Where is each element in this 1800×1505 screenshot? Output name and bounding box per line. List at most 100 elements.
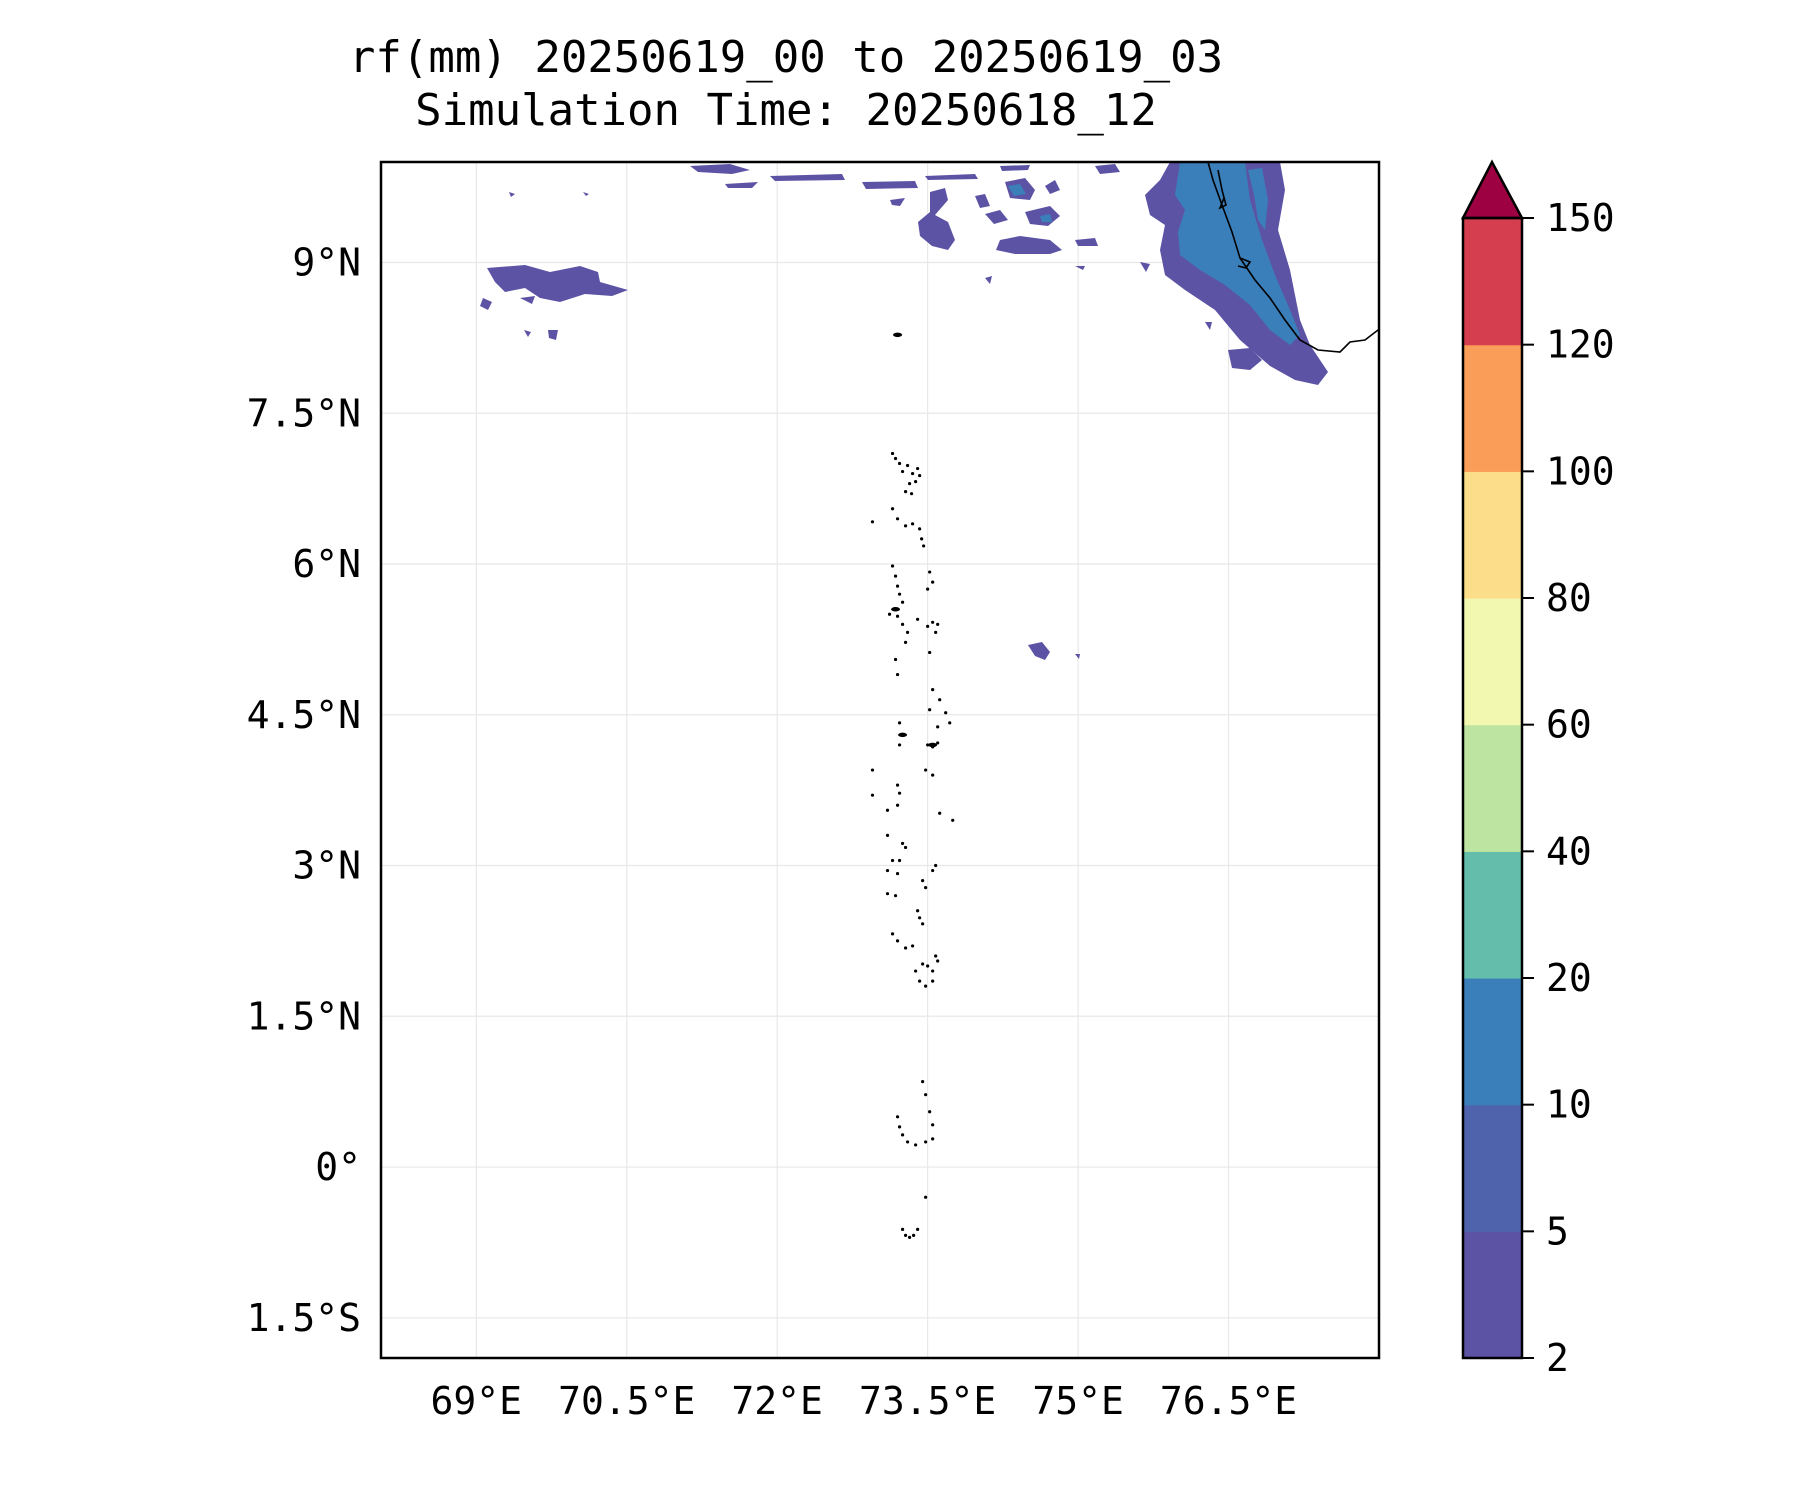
rain-patch	[1205, 322, 1212, 330]
atoll-island	[920, 537, 924, 541]
atoll-island	[938, 811, 942, 815]
rain-patch	[985, 210, 1008, 224]
atoll-island	[903, 946, 908, 950]
atoll-island	[900, 1133, 905, 1137]
colorbar-segment	[1463, 598, 1522, 726]
rain-patch	[1140, 262, 1150, 272]
atoll-island	[900, 622, 905, 626]
rain-patch	[890, 198, 905, 206]
atoll-island	[893, 574, 898, 578]
colorbar-segment	[1463, 1104, 1522, 1232]
rain-patch	[1075, 266, 1085, 270]
colorbar-label: 150	[1546, 196, 1615, 240]
colorbar-segments	[1463, 218, 1522, 1359]
y-tick-label: 3°N	[292, 844, 361, 888]
rain-patch	[725, 182, 758, 188]
atoll-island	[916, 909, 920, 913]
atoll-island	[936, 741, 940, 745]
atoll-island	[893, 456, 898, 461]
x-tick-label: 76.5°E	[1160, 1379, 1297, 1423]
rain-patch	[487, 265, 628, 302]
x-tick-label: 70.5°E	[558, 1379, 695, 1423]
colorbar-label: 20	[1546, 956, 1592, 1000]
atoll-island	[897, 592, 902, 596]
atoll-island	[926, 964, 930, 968]
island	[893, 332, 903, 338]
colorbar-segment	[1463, 344, 1522, 472]
atoll-island	[890, 507, 895, 511]
atoll-island	[890, 451, 895, 456]
atoll-island	[914, 1143, 918, 1147]
atoll-island	[909, 492, 914, 496]
colorbar-segment	[1463, 218, 1522, 346]
rain-patch	[1028, 642, 1050, 660]
atoll-island	[887, 612, 892, 616]
colorbar-segment	[1463, 471, 1522, 599]
atoll-island	[903, 490, 908, 494]
atoll-island	[918, 473, 922, 478]
atoll-island	[897, 858, 902, 863]
colorbar-labels: 2 5 10 20 40 60 80 100 120 150	[1522, 196, 1615, 1380]
atoll-island	[916, 1227, 920, 1231]
rain-patch	[1095, 164, 1120, 174]
atoll-island	[885, 892, 890, 896]
atoll-island	[931, 969, 935, 973]
atoll-island	[895, 803, 900, 807]
atoll-island	[931, 620, 935, 624]
rain-patch	[509, 192, 515, 197]
rain-patch	[1000, 165, 1030, 171]
rain-patch	[1040, 214, 1052, 222]
title-line-2: Simulation Time: 20250618_12	[415, 85, 1157, 136]
atoll-island	[895, 672, 900, 677]
rainfall-layer	[480, 162, 1328, 660]
colorbar-label: 10	[1546, 1083, 1592, 1127]
atoll-island	[885, 833, 890, 837]
atoll-island	[910, 944, 915, 948]
rain-patch	[862, 181, 918, 189]
x-tick-label: 75°E	[1032, 1379, 1124, 1423]
atoll-island	[918, 979, 922, 983]
rain-patch	[548, 330, 558, 340]
x-axis-ticks: 69°E 70.5°E 72°E 73.5°E 75°E 76.5°E	[431, 1379, 1298, 1423]
rain-patch	[520, 296, 535, 304]
atoll-island	[951, 818, 955, 822]
atoll-island	[924, 1093, 928, 1097]
atoll-islands	[870, 332, 955, 1239]
rain-patch	[770, 174, 845, 181]
atoll-island	[893, 657, 898, 662]
island	[891, 607, 901, 612]
rain-patch	[1075, 238, 1098, 246]
atoll-island	[870, 520, 875, 524]
atoll-island	[921, 879, 925, 883]
atoll-island	[931, 1123, 935, 1127]
atoll-island	[890, 858, 895, 863]
colorbar-segment	[1463, 724, 1522, 852]
rain-patch	[524, 330, 531, 337]
atoll-island	[926, 743, 930, 747]
atoll-island	[907, 1235, 912, 1239]
island	[898, 732, 908, 738]
atoll-island	[934, 954, 938, 958]
colorbar-segment	[1463, 1231, 1522, 1359]
atoll-island	[921, 962, 925, 966]
atoll-island	[924, 1195, 928, 1199]
title-line-1: rf(mm) 20250619_00 to 20250619_03	[349, 32, 1223, 83]
atoll-island	[910, 471, 915, 476]
atoll-island	[936, 622, 940, 626]
atoll-island	[931, 688, 935, 692]
atoll-island	[921, 1080, 925, 1084]
kerala-coastline	[1207, 162, 1379, 353]
atoll-island	[912, 1233, 916, 1237]
rain-patch	[1075, 654, 1080, 659]
atoll-island	[885, 808, 890, 812]
atoll-island	[916, 617, 920, 621]
atoll-island	[903, 1233, 908, 1237]
rain-patch	[975, 194, 990, 208]
atoll-island	[926, 624, 930, 628]
y-tick-label: 4.5°N	[247, 693, 361, 737]
atoll-island	[918, 527, 922, 531]
atoll-island	[934, 863, 938, 868]
atoll-island	[924, 1140, 928, 1144]
atoll-island	[914, 480, 918, 484]
atoll-island	[870, 768, 875, 772]
